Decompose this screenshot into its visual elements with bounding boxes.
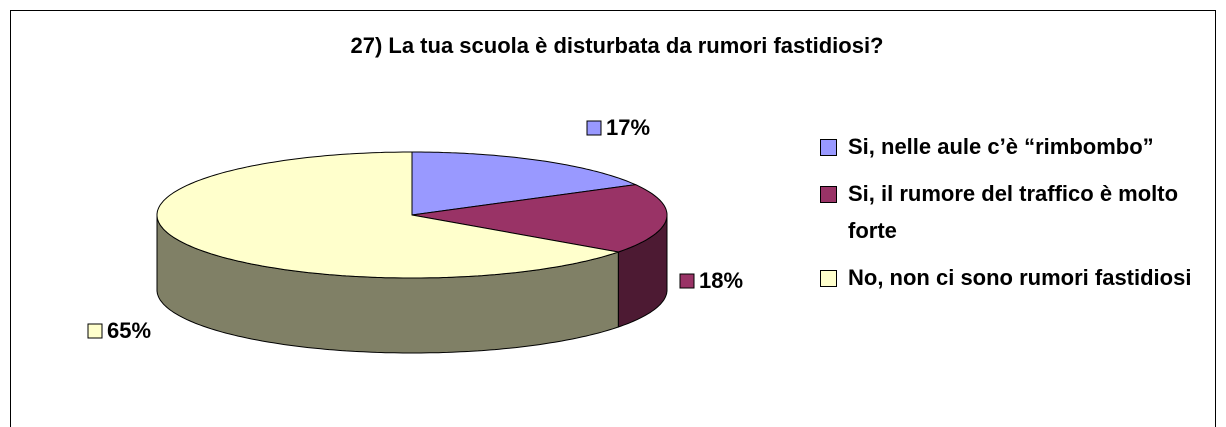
legend-label: Si, il rumore del traffico è molto forte [848,181,1179,243]
data-label: 65% [107,318,151,343]
legend-label: No, non ci sono rumori fastidiosi [848,265,1192,290]
legend-item: Si, nelle aule c’è “rimbombo” [818,128,1210,165]
pie-slice [411,184,668,253]
legend-item: No, non ci sono rumori fastidiosi [818,259,1210,296]
data-label: 18% [699,268,743,293]
label-swatch [679,273,695,289]
data-label: 17% [606,115,650,140]
pie-slice [156,151,621,279]
legend-swatch [820,270,837,287]
legend-item: Si, il rumore del traffico è molto forte [818,175,1210,249]
legend-label: Si, nelle aule c’è “rimbombo” [848,134,1154,159]
label-swatch [87,323,103,339]
chart-title: 27) La tua scuola è disturbata da rumori… [350,33,883,58]
label-swatch [586,120,602,136]
legend-swatch [820,139,837,156]
pie-slice [411,151,638,216]
legend-swatch [820,186,837,203]
legend: Si, nelle aule c’è “rimbombo” Si, il rumo… [818,128,1210,306]
